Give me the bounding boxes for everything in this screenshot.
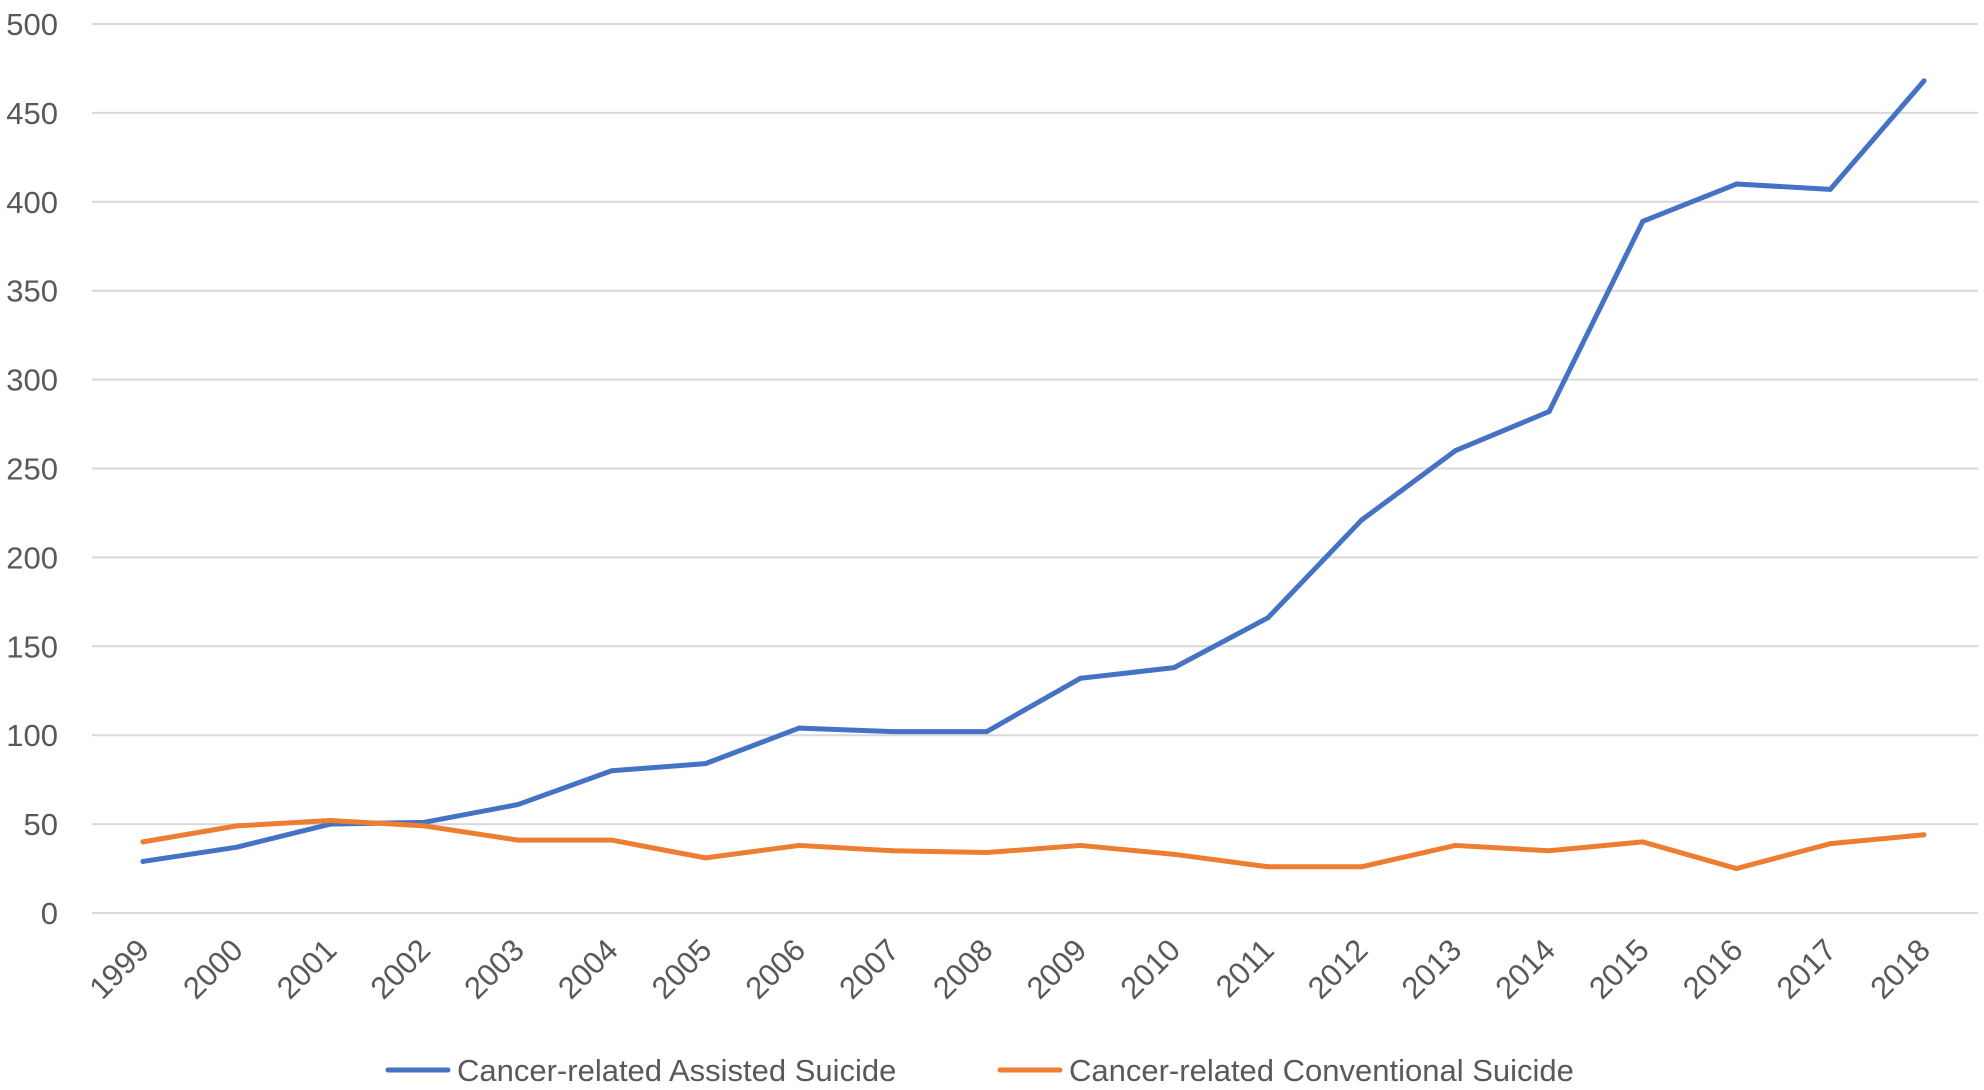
data-point xyxy=(234,844,240,850)
data-point xyxy=(1827,186,1833,192)
y-tick-label: 500 xyxy=(6,7,58,42)
legend-label: Cancer-related Assisted Suicide xyxy=(457,1053,896,1088)
x-tick-label: 2005 xyxy=(645,932,719,1006)
data-point xyxy=(890,848,896,854)
y-tick-label: 350 xyxy=(6,274,58,309)
data-point xyxy=(1077,842,1083,848)
x-tick-label: 2009 xyxy=(1020,932,1094,1006)
data-point xyxy=(1265,615,1271,621)
data-point xyxy=(1546,409,1552,415)
data-point xyxy=(1827,841,1833,847)
data-point xyxy=(609,768,615,774)
data-point xyxy=(1921,78,1927,84)
y-tick-label: 150 xyxy=(6,629,58,664)
data-point xyxy=(702,855,708,861)
data-point xyxy=(702,761,708,767)
y-tick-label: 450 xyxy=(6,96,58,131)
x-tick-label: 2017 xyxy=(1770,932,1844,1006)
legend: Cancer-related Assisted Suicide Cancer-re… xyxy=(385,1053,1574,1088)
data-point xyxy=(234,823,240,829)
legend-label: Cancer-related Conventional Suicide xyxy=(1069,1053,1574,1088)
y-tick-label: 400 xyxy=(6,185,58,220)
x-tick-label: 2008 xyxy=(926,932,1000,1006)
series-line-1 xyxy=(140,818,1927,872)
data-point xyxy=(1546,848,1552,854)
series-line-0 xyxy=(140,78,1927,864)
x-tick-label: 2014 xyxy=(1488,932,1562,1006)
x-tick-label: 1999 xyxy=(82,932,156,1006)
data-point xyxy=(1452,842,1458,848)
x-tick-label: 2015 xyxy=(1582,932,1656,1006)
data-point xyxy=(796,725,802,731)
x-tick-label: 2016 xyxy=(1676,932,1750,1006)
data-point xyxy=(515,837,521,843)
y-axis-tick-labels: 0 50 100 150 200 250 300 350 400 450 500 xyxy=(6,7,58,931)
data-point xyxy=(1171,665,1177,671)
data-point xyxy=(140,858,146,864)
y-tick-label: 50 xyxy=(24,807,58,842)
data-point xyxy=(609,837,615,843)
x-tick-label: 2000 xyxy=(176,932,250,1006)
data-point xyxy=(1265,864,1271,870)
data-point xyxy=(890,729,896,735)
y-tick-label: 0 xyxy=(41,896,58,931)
data-point xyxy=(1077,675,1083,681)
data-point xyxy=(1734,181,1740,187)
data-point xyxy=(1921,832,1927,838)
data-point xyxy=(515,802,521,808)
data-point xyxy=(1734,866,1740,872)
data-point xyxy=(1171,851,1177,857)
series-lines xyxy=(140,78,1927,872)
data-point xyxy=(327,818,333,824)
y-tick-label: 200 xyxy=(6,540,58,575)
x-tick-label: 2003 xyxy=(457,932,531,1006)
x-tick-label: 2002 xyxy=(364,932,438,1006)
x-tick-label: 2012 xyxy=(1301,932,1375,1006)
data-point xyxy=(140,839,146,845)
data-point xyxy=(1640,839,1646,845)
data-point xyxy=(984,729,990,735)
data-point xyxy=(984,850,990,856)
x-tick-label: 2018 xyxy=(1863,932,1937,1006)
data-point xyxy=(796,842,802,848)
x-tick-label: 2010 xyxy=(1114,932,1188,1006)
data-point xyxy=(1359,864,1365,870)
data-point xyxy=(1640,218,1646,224)
y-tick-label: 300 xyxy=(6,363,58,398)
x-tick-label: 2001 xyxy=(270,932,344,1006)
x-tick-label: 2011 xyxy=(1209,932,1281,1004)
data-point xyxy=(1359,517,1365,523)
x-tick-label: 2013 xyxy=(1395,932,1469,1006)
gridlines xyxy=(92,23,1978,914)
data-point xyxy=(421,823,427,829)
data-point xyxy=(1452,448,1458,454)
x-tick-label: 2006 xyxy=(739,932,813,1006)
x-tick-label: 2007 xyxy=(832,932,906,1006)
x-axis-tick-labels: 1999 2000 2001 2002 2003 2004 2005 2006 2007 2008… xyxy=(82,932,1937,1006)
y-tick-label: 100 xyxy=(6,718,58,753)
y-tick-label: 250 xyxy=(6,452,58,487)
x-tick-label: 2004 xyxy=(551,932,625,1006)
